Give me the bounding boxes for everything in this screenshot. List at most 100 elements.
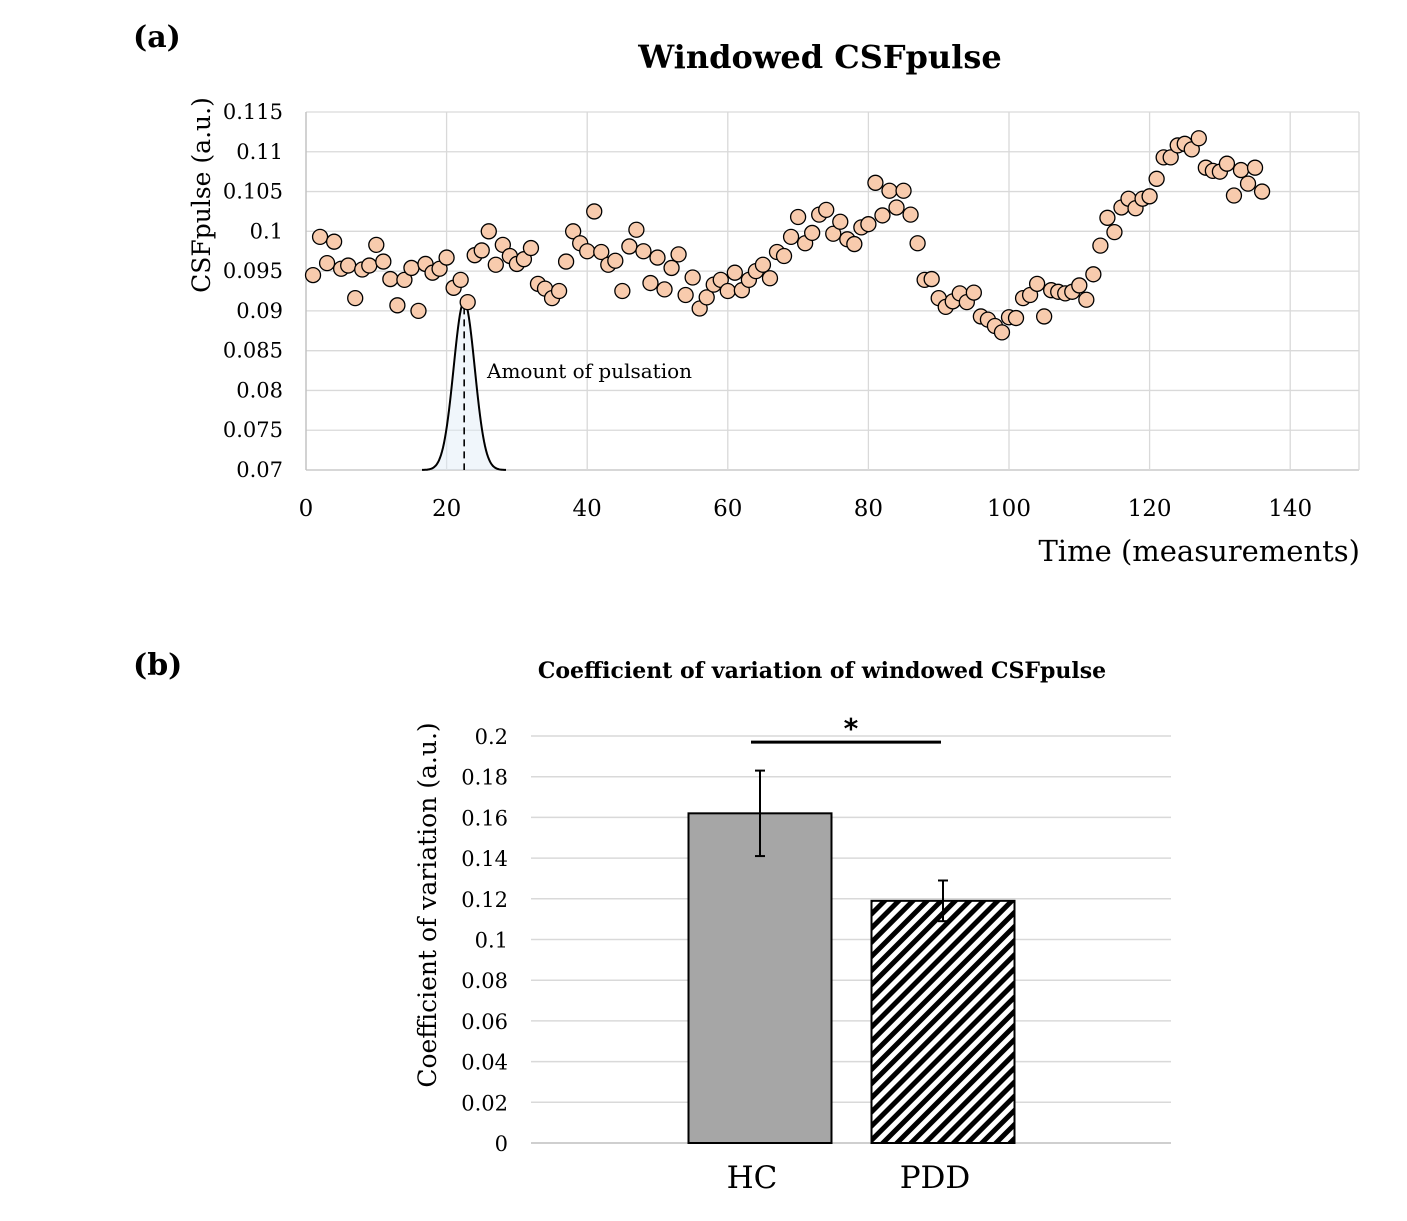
chart-a-data-point [649, 249, 666, 266]
chart-a-data-point [522, 239, 540, 257]
chart-a-data-point [614, 282, 631, 300]
chart-b-y-tick-label: 0.04 [461, 1051, 508, 1075]
chart-a-data-point [480, 223, 497, 240]
chart-a-data-point [761, 270, 779, 287]
chart-a-y-tick-label: 0.115 [223, 100, 283, 124]
bar-pdd [870, 899, 1016, 1145]
chart-a-data-point [347, 290, 364, 307]
chart-b-title: Coefficient of variation of windowed CSF… [538, 658, 1106, 684]
chart-a-data-point [1141, 188, 1158, 205]
chart-a-data-point [965, 284, 982, 301]
chart-a-data-point [1253, 183, 1271, 200]
chart-b-y-axis-label: Coefficient of variation (a.u.) [413, 722, 442, 1087]
chart-a-data-point [550, 282, 568, 300]
chart-a-data-point [487, 256, 504, 273]
chart-a-data-point [1106, 223, 1123, 241]
chart-a-y-tick-label: 0.08 [236, 378, 283, 402]
chart-a-data-point [593, 243, 610, 261]
chart-a-data-point [1239, 175, 1257, 192]
chart-a-data-point [311, 228, 329, 246]
chart-a-data-point [1162, 149, 1179, 166]
chart-a-y-axis-label: CSFpulse (a.u.) [187, 97, 216, 293]
chart-a-x-tick-label: 80 [854, 496, 883, 522]
chart-a-data-point [459, 293, 476, 311]
chart-a-data-point [621, 238, 638, 255]
chart-a-data-point [726, 264, 743, 281]
chart-a-data-point [396, 271, 413, 289]
chart-b-y-tick-label: 0.18 [461, 766, 508, 790]
chart-a-data-point [340, 257, 357, 274]
panel-b: (b) Coefficient of variation of windowed… [133, 648, 1171, 1196]
chart-a-data-point [1218, 155, 1236, 172]
chart-b-y-tick-label: 0.14 [461, 847, 508, 871]
chart-a-data-point [1232, 161, 1250, 179]
chart-a-data-point [579, 243, 596, 260]
chart-a-data-point [663, 259, 680, 277]
chart-b-error-bars [755, 769, 948, 923]
chart-a-data-point [586, 203, 603, 220]
chart-a-data-point [564, 223, 582, 240]
chart-a-title: Windowed CSFpulse [637, 38, 1001, 76]
chart-b-y-tick-label: 0.1 [475, 929, 508, 953]
chart-a-y-tick-label: 0.105 [223, 180, 283, 204]
pulsation-annotation-label: Amount of pulsation [486, 359, 692, 383]
chart-a-data-point [993, 324, 1011, 341]
chart-a-data-point [1036, 308, 1053, 325]
chart-a-data-point [867, 174, 884, 191]
chart-a-y-tick-label: 0.075 [223, 418, 283, 442]
chart-a-x-axis-label: Time (measurements) [1038, 534, 1360, 568]
chart-a-data-point [403, 259, 420, 277]
panel-a-label: (a) [133, 20, 181, 55]
chart-a-data-point [775, 247, 793, 265]
chart-a-data-point [473, 242, 490, 259]
chart-a-y-tick-label: 0.095 [223, 259, 283, 283]
chart-a-data-point [452, 271, 469, 289]
chart-a-data-point [557, 253, 575, 270]
chart-a-x-tick-label: 120 [1128, 496, 1172, 522]
chart-a-x-tick-label: 140 [1268, 496, 1312, 522]
chart-a-data-point [888, 199, 905, 216]
chart-a-x-tick-label: 0 [299, 496, 314, 522]
panel-b-label: (b) [133, 648, 182, 683]
chart-a-data-point [368, 236, 385, 254]
chart-a-x-tick-label: 40 [573, 496, 602, 522]
chart-a-data-point [642, 274, 659, 292]
chart-a-data-point [1148, 170, 1165, 187]
chart-a-data-point [1246, 159, 1264, 176]
chart-a-data-point [304, 266, 322, 284]
category-label-hc: HC [727, 1160, 778, 1196]
chart-b-y-tick-label: 0 [495, 1132, 508, 1156]
chart-a-data-point [719, 282, 736, 300]
chart-a-data-point [923, 270, 940, 288]
chart-a-data-point [909, 235, 926, 252]
chart-a-data-point [677, 286, 694, 304]
chart-a-x-ticks: 0 20 40 60 80 100 120 140 [299, 496, 1312, 522]
chart-b-category-labels: HC PDD [727, 1160, 971, 1196]
chart-a-data-point [410, 302, 427, 320]
chart-a-y-tick-label: 0.11 [236, 140, 283, 164]
category-label-pdd: PDD [900, 1160, 971, 1196]
chart-a-data-point [670, 246, 687, 263]
chart-a-data-point [375, 253, 392, 270]
chart-a-data-point [325, 233, 343, 250]
chart-a-data-point [1071, 277, 1088, 294]
chart-a-data-point [1028, 275, 1046, 292]
chart-a-data-point [895, 182, 912, 199]
chart-a-y-tick-label: 0.07 [236, 458, 283, 482]
chart-a-data-points [304, 130, 1271, 341]
chart-a-data-point [635, 243, 652, 260]
chart-a-data-point [318, 255, 336, 272]
chart-a-data-point [1190, 130, 1207, 147]
chart-a-data-point [628, 221, 645, 238]
chart-a-data-point [818, 201, 835, 219]
chart-a-y-tick-label: 0.085 [223, 339, 283, 363]
chart-a-data-point [684, 269, 701, 286]
panel-a: (a) Windowed CSFpulse 0.07 0.075 0.08 0.085… [133, 20, 1360, 568]
chart-a-y-ticks: 0.07 0.075 0.08 0.085 0.09 0.095 0.1 0.105 0.11 0… [223, 100, 283, 482]
chart-a-data-point [1078, 291, 1095, 308]
chart-b-gridlines [531, 735, 1171, 1144]
pulsation-annotation: Amount of pulsation [422, 300, 692, 471]
chart-b-y-tick-label: 0.06 [461, 1010, 508, 1034]
chart-b-bars [687, 812, 1016, 1145]
